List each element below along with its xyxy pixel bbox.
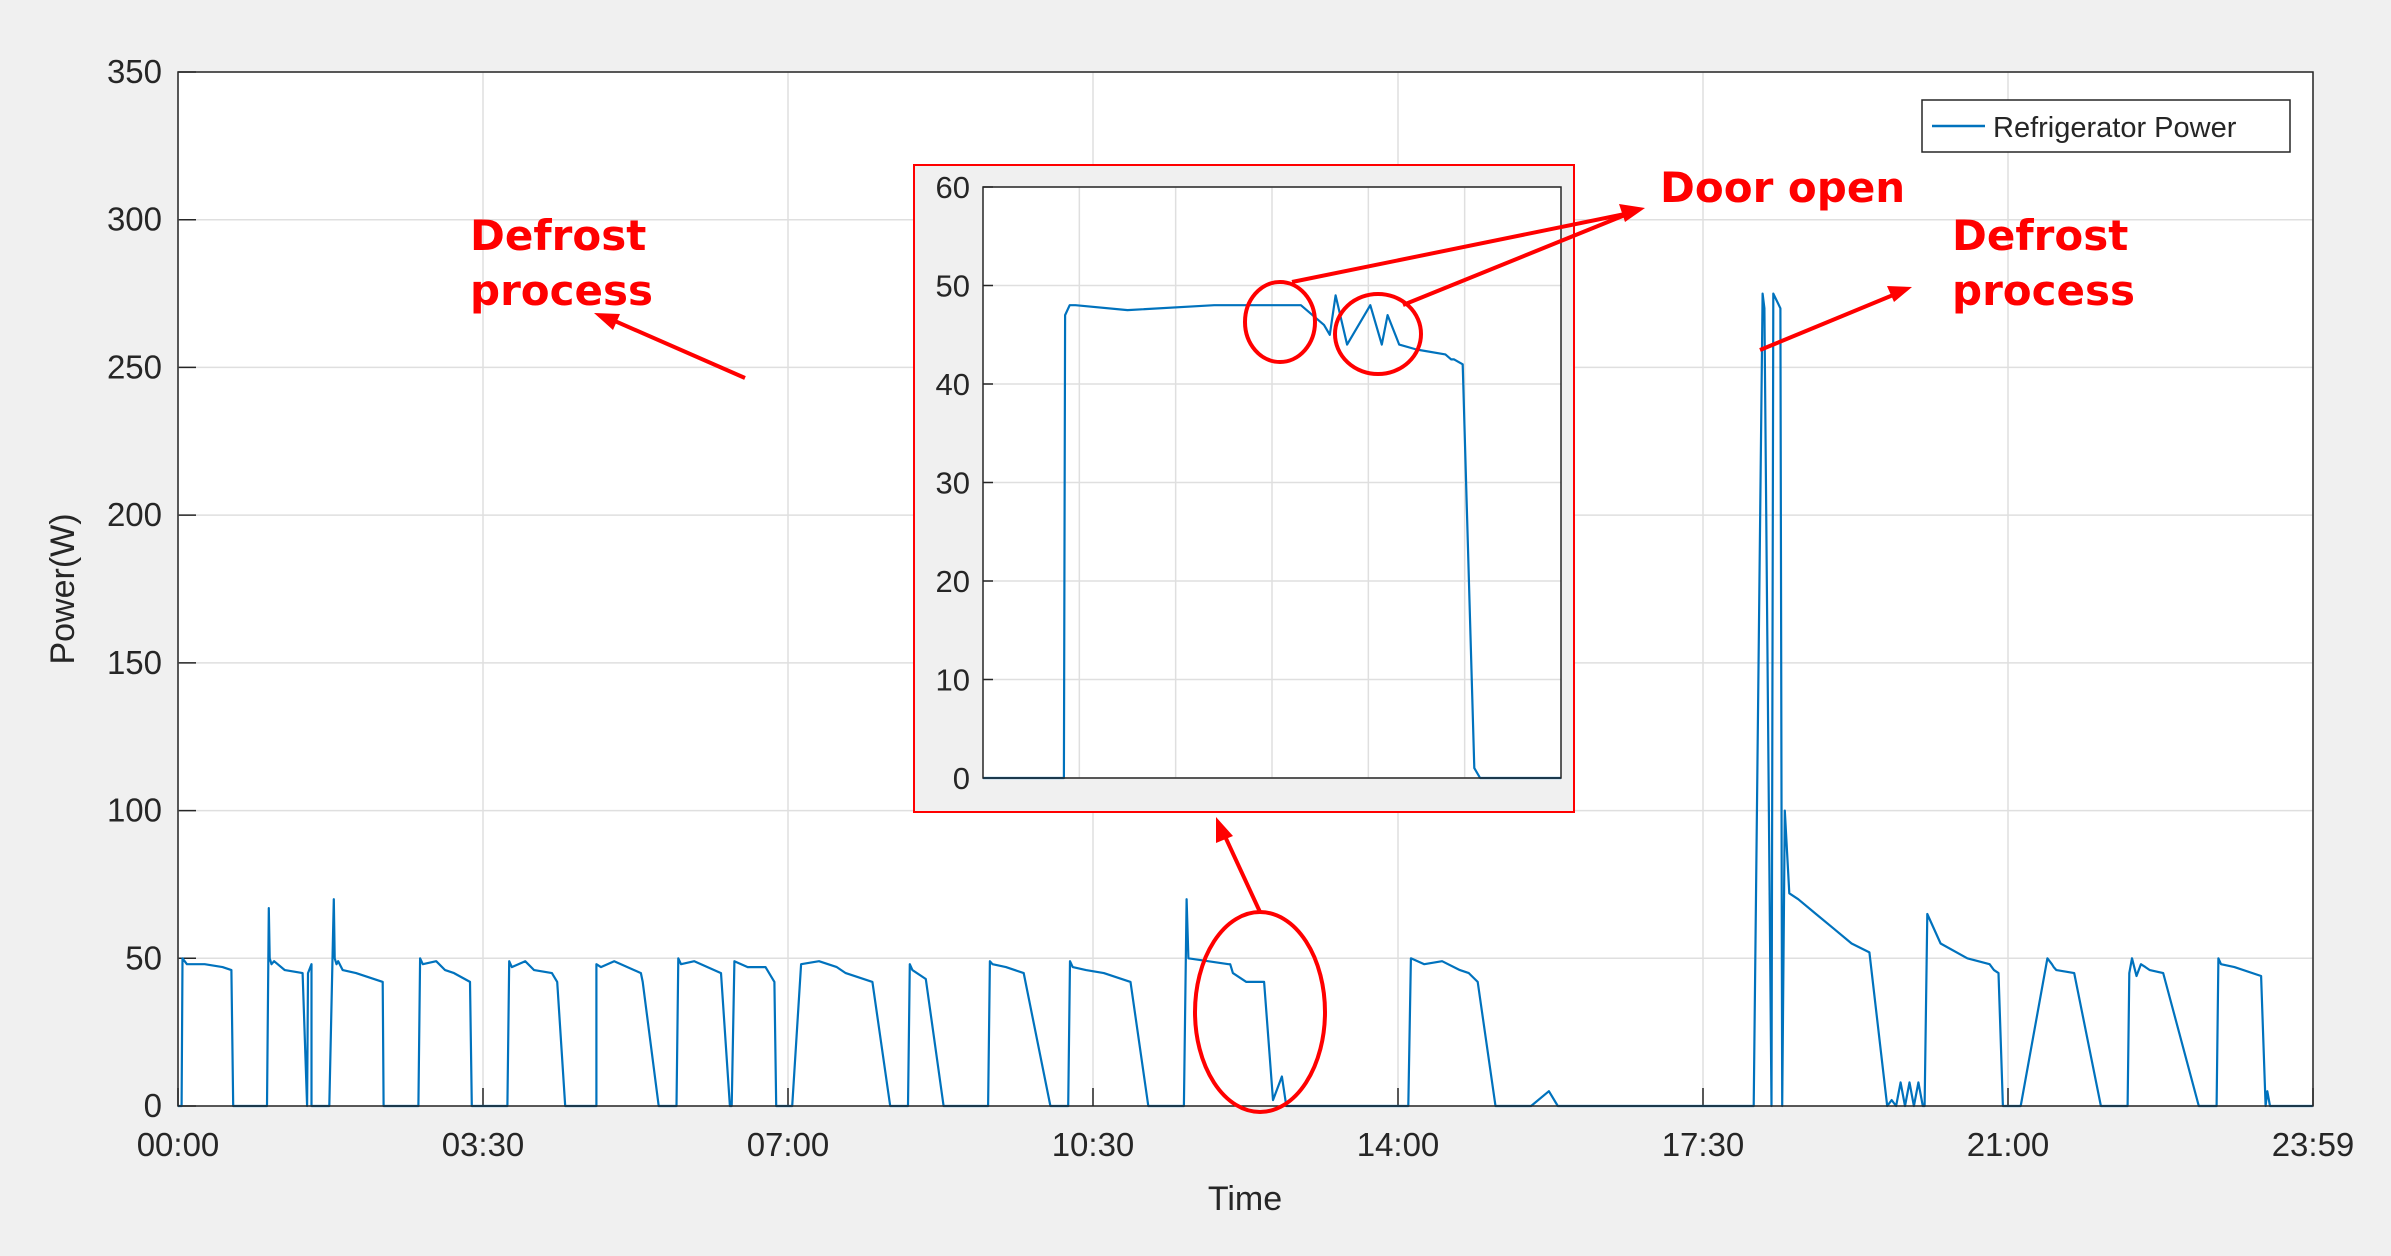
y-axis-label: Power(W) [44,513,82,664]
refrigerator-power-line [178,292,2313,1108]
refrigerator-power-series [178,292,2313,1108]
main-x-tick-label: 23:59 [2272,1126,2355,1163]
main-x-tick-label: 14:00 [1357,1126,1440,1163]
zoom-region-arrow [1221,831,1262,913]
main-y-tick-label: 350 [107,53,162,90]
defrost-label-left-line1: Defrost [470,211,646,260]
inset-y-tick-label: 10 [936,663,970,698]
inset-axes-frame [982,186,1562,779]
inset-y-tick-label: 30 [936,466,970,501]
inset-y-tick-label: 40 [936,367,970,402]
defrost-arrowhead-left [594,313,620,330]
zoom-region-arrowhead [1216,817,1233,843]
defrost-arrow-left [607,316,746,380]
defrost-label-right-line2: process [1952,266,2135,315]
main-x-tick-label: 00:00 [137,1126,220,1163]
door-open-arrow-1 [1291,211,1631,284]
inset-chart: 0 10 20 30 40 50 60 [913,164,1575,813]
door-open-circle-1 [1243,280,1317,364]
main-y-tick-label: 300 [107,201,162,238]
main-y-tick-label: 100 [107,792,162,829]
door-open-arrow-2 [1402,211,1631,307]
main-x-tick-label: 10:30 [1052,1126,1135,1163]
door-open-circle-2 [1333,292,1423,376]
defrost-arrowhead-right [1887,286,1912,302]
main-y-tick-label: 0 [144,1087,162,1124]
inset-y-tick-label: 60 [936,170,970,205]
defrost-label-right-line1: Defrost [1952,211,2128,260]
main-y-tick-label: 250 [107,348,162,385]
inset-y-tick-label: 0 [953,761,970,796]
annotation-labels: Defrost process Door open Defrost proces… [470,163,2135,315]
main-y-tick-label: 150 [107,644,162,681]
main-x-tick-label: 07:00 [747,1126,830,1163]
inset-y-tick-label: 50 [936,269,970,304]
x-axis-label: Time [1208,1180,1282,1218]
inset-power-line [983,294,1561,780]
door-open-label: Door open [1660,163,1905,212]
annotations [594,204,1912,1114]
axes-frame [177,71,2314,1107]
door-open-arrowhead [1619,204,1645,222]
main-y-tick-label: 50 [125,939,162,976]
defrost-arrow-right [1759,291,1899,352]
main-x-tick-label: 21:00 [1967,1126,2050,1163]
inset-power-series [983,294,1561,780]
defrost-label-left-line2: process [470,266,653,315]
legend-entry-refrigerator-power: Refrigerator Power [1993,112,2237,144]
main-x-tick-label: 17:30 [1662,1126,1745,1163]
inset-tick-labels: 0 10 20 30 40 50 60 [936,170,970,796]
main-x-tick-label: 03:30 [442,1126,525,1163]
main-y-tick-label: 200 [107,496,162,533]
legend: Refrigerator Power [1921,99,2291,153]
inset-y-tick-label: 20 [936,564,970,599]
